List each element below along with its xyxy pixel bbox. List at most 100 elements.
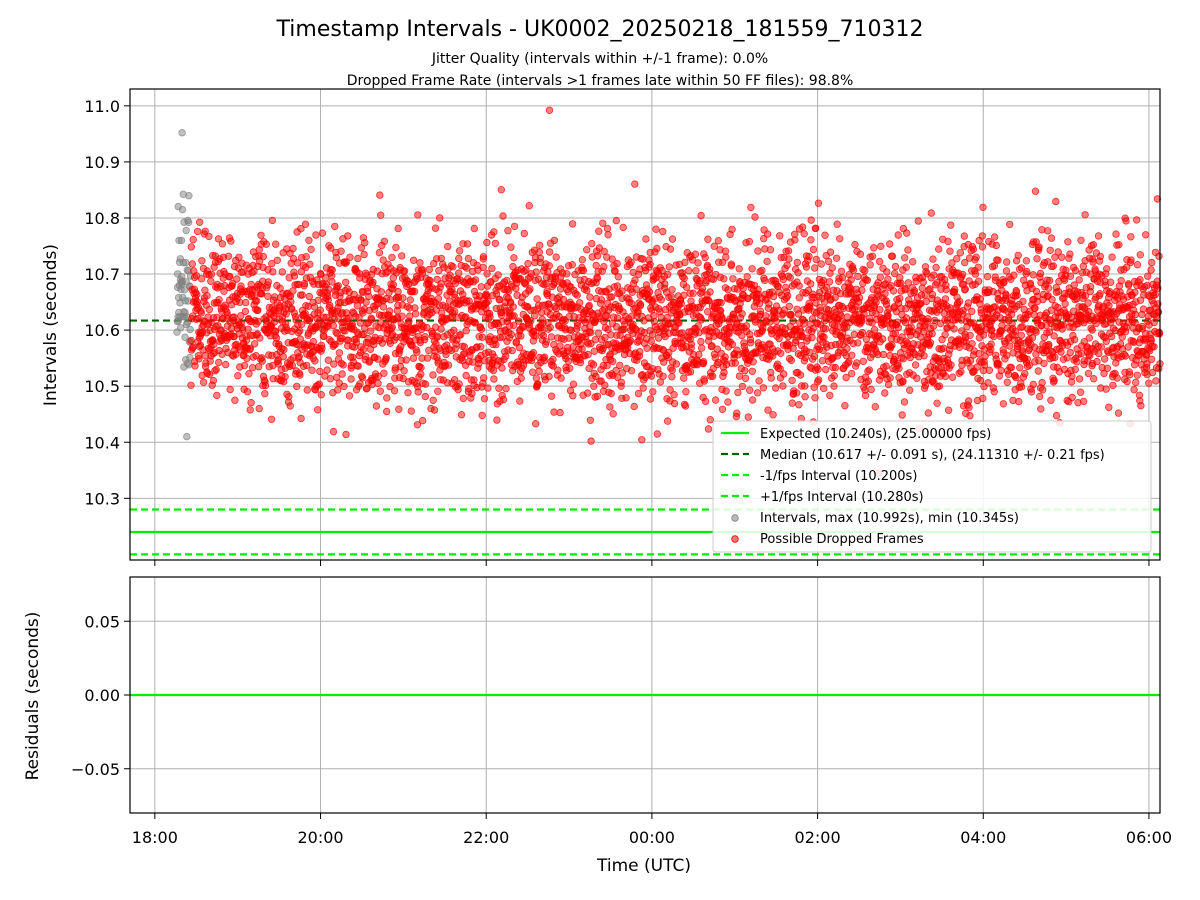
dropped-frame-point	[271, 327, 280, 336]
dropped-frame-point	[187, 336, 195, 345]
dropped-frame-point	[653, 244, 661, 253]
dropped-frame-point	[1010, 271, 1018, 279]
dropped-frame-point	[437, 325, 445, 333]
dropped-frame-point	[517, 374, 525, 382]
dropped-frame-point	[606, 403, 614, 411]
dropped-frame-point	[784, 247, 793, 255]
dropped-frame-point	[1122, 217, 1130, 225]
dropped-frame-point	[569, 380, 578, 388]
intervals-panel: 10.3 10.4 10.5 10.6 10.7 10.8 10.9 11.0 Interva…	[41, 88, 1164, 566]
dropped-frame-point	[884, 275, 892, 283]
dropped-frame-point	[410, 287, 419, 296]
dropped-frame-point	[1115, 240, 1123, 249]
dropped-frame-point	[1151, 290, 1159, 299]
dropped-frame-point	[958, 270, 967, 279]
dropped-frame-point	[354, 254, 362, 263]
dropped-frame-point	[818, 357, 827, 365]
dropped-frame-point	[643, 344, 651, 352]
dropped-frame-point	[799, 223, 807, 231]
dropped-frame-point	[234, 372, 242, 380]
dropped-frame-point	[328, 266, 336, 274]
dropped-frame-point	[340, 382, 348, 391]
dropped-frame-point	[532, 420, 540, 428]
dropped-frame-point	[1100, 355, 1109, 363]
dropped-frame-point	[434, 295, 443, 303]
dropped-frame-point	[1022, 257, 1031, 265]
dropped-frame-point	[515, 317, 523, 325]
dropped-frame-point	[985, 366, 994, 374]
dropped-frame-point	[879, 350, 888, 359]
dropped-frame-point	[525, 201, 533, 210]
dropped-frame-point	[896, 294, 904, 303]
dropped-frame-point	[235, 253, 243, 261]
dropped-frame-point	[867, 385, 875, 394]
dropped-frame-point	[765, 300, 773, 308]
dropped-frame-point	[545, 248, 554, 256]
dropped-frame-point	[308, 366, 316, 374]
dropped-frame-point	[743, 273, 751, 281]
dropped-frame-point	[780, 306, 789, 314]
dropped-frame-point	[763, 230, 772, 238]
dropped-frame-point	[661, 280, 669, 288]
chart-subtitle-dropped: Dropped Frame Rate (intervals >1 frames …	[347, 73, 854, 89]
dropped-frame-point	[423, 323, 431, 332]
dropped-frame-point	[808, 333, 816, 342]
dropped-frame-point	[617, 378, 626, 386]
dropped-frame-point	[188, 260, 196, 268]
dropped-frame-point	[978, 232, 987, 240]
dropped-frame-point	[488, 264, 496, 273]
dropped-frame-point	[1072, 295, 1081, 303]
dropped-frame-point	[346, 253, 354, 261]
dropped-frame-point	[329, 321, 338, 330]
dropped-frame-point	[287, 298, 295, 306]
dropped-frame-point	[444, 361, 453, 369]
dropped-frame-point	[642, 235, 650, 243]
dropped-frame-point	[400, 267, 409, 275]
dropped-frame-point	[609, 410, 617, 418]
dropped-frame-point	[297, 320, 306, 329]
dropped-frame-point	[694, 322, 702, 330]
dropped-frame-point	[1071, 266, 1080, 275]
dropped-frame-point	[187, 381, 195, 389]
dropped-frame-point	[1068, 393, 1076, 402]
dropped-frame-point	[385, 307, 394, 315]
dropped-frame-point	[288, 361, 296, 370]
dropped-frame-point	[749, 358, 757, 366]
dropped-frame-point	[826, 391, 834, 400]
dropped-frame-point	[1035, 243, 1043, 251]
dropped-frame-point	[579, 266, 588, 275]
dropped-frame-point	[1095, 349, 1103, 358]
dropped-frame-point	[197, 275, 206, 283]
dropped-frame-point	[1031, 304, 1039, 312]
dropped-frame-point	[1066, 348, 1074, 357]
dropped-frame-point	[324, 356, 333, 364]
dropped-frame-point	[546, 323, 554, 332]
dropped-frame-point	[354, 362, 362, 370]
dropped-frame-point	[490, 228, 498, 236]
dropped-frame-point	[510, 312, 518, 320]
dropped-frame-point	[1096, 252, 1104, 261]
dropped-frame-point	[1059, 321, 1067, 329]
dropped-frame-point	[1012, 373, 1020, 382]
dropped-frame-point	[529, 349, 538, 357]
intervals-y-tick-label: 10.6	[84, 321, 120, 340]
dropped-frame-point	[791, 236, 799, 244]
dropped-frame-point	[795, 294, 803, 302]
residuals-y-tick-label: −0.05	[71, 760, 120, 779]
dropped-frame-point	[785, 255, 793, 263]
dropped-frame-point	[608, 255, 616, 263]
dropped-frame-point	[477, 283, 485, 291]
dropped-frame-point	[547, 392, 556, 400]
dropped-frame-point	[307, 245, 315, 254]
dropped-frame-point	[666, 245, 675, 253]
dropped-frame-point	[649, 388, 657, 396]
dropped-frame-point	[1052, 197, 1060, 206]
dropped-frame-point	[870, 244, 878, 252]
dropped-frame-point	[203, 292, 211, 300]
dropped-frame-point	[369, 278, 377, 286]
dropped-frame-point	[810, 383, 818, 391]
dropped-frame-point	[1148, 258, 1156, 267]
dropped-frame-point	[668, 366, 676, 374]
dropped-frame-point	[953, 255, 961, 263]
dropped-frame-point	[510, 222, 519, 231]
